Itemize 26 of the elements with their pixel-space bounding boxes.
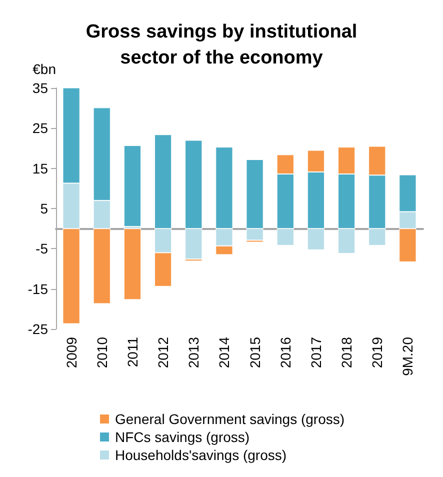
x-tick-label: 2010: [94, 336, 110, 368]
y-tick-label: -15: [28, 280, 48, 297]
x-tick-label: 2012: [155, 336, 172, 368]
legend-label: NFCs savings (gross): [115, 429, 250, 445]
y-tick-label: -25: [28, 321, 48, 337]
x-tick-label: 2017: [308, 336, 324, 368]
y-axis-title: €bn: [32, 61, 56, 77]
x-tick-label: 9M.20: [400, 336, 416, 376]
y-tick-label: 25: [32, 120, 48, 136]
x-tick-label: 2014: [216, 336, 232, 368]
y-tick-label: 5: [40, 200, 48, 216]
x-tick-label: 2018: [338, 336, 355, 368]
x-tick-label: 2013: [186, 336, 202, 368]
x-tick-label: 2015: [246, 336, 263, 368]
bar: [124, 228, 142, 300]
y-tick-label: 15: [32, 160, 48, 176]
x-tick-label: 2016: [277, 336, 294, 368]
bar: [124, 145, 142, 227]
y-tick-label: -5: [36, 240, 48, 257]
legend-label: Households'savings (gross): [115, 447, 287, 463]
x-tick-label: 2019: [369, 336, 386, 368]
x-tick-label: 2011: [124, 336, 140, 368]
chart-title: Gross savings by institutional sector of the economy: [86, 22, 358, 68]
x-tick-label: 2009: [63, 336, 80, 368]
y-tick-label: 35: [32, 80, 48, 96]
legend-label: General Government savings (gross): [115, 411, 345, 427]
